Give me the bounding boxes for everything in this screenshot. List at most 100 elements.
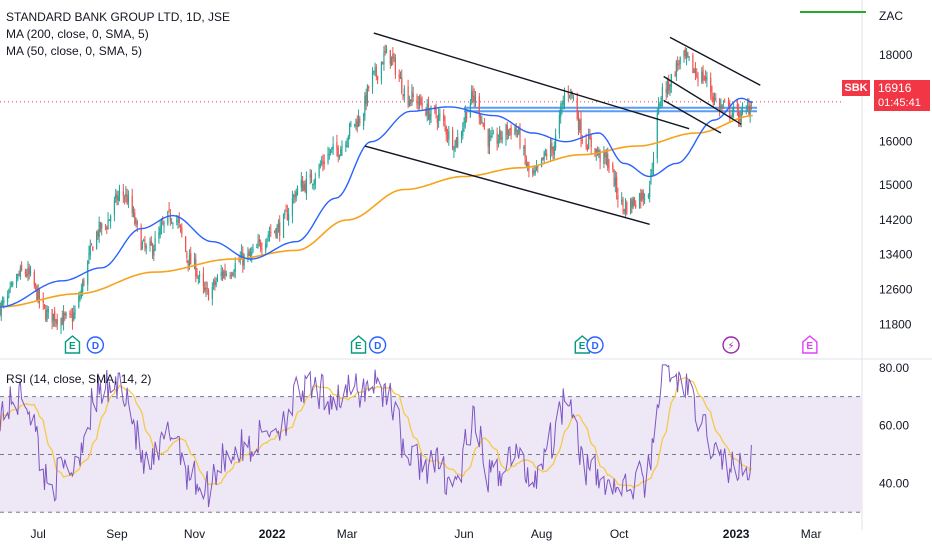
candle-body	[448, 131, 450, 140]
candle-body	[3, 299, 5, 304]
candle-body	[462, 128, 464, 137]
candle-body	[7, 295, 9, 302]
time-axis-tick: Mar	[337, 527, 358, 541]
candle-body	[9, 286, 11, 289]
candle-body	[45, 309, 47, 321]
candle-body	[398, 74, 400, 79]
candle-body	[572, 97, 574, 99]
candle-body	[439, 114, 441, 116]
candle-body	[630, 199, 632, 215]
candle-body	[586, 146, 588, 150]
candle-body	[240, 251, 243, 260]
candle-body	[163, 221, 165, 226]
candle-body	[677, 63, 679, 66]
candle-body	[279, 222, 281, 236]
candle-body	[220, 272, 222, 276]
candle-body	[55, 320, 57, 323]
candle-body	[71, 315, 74, 322]
rsi-band-fill	[0, 396, 862, 513]
candle-body	[190, 253, 192, 265]
candle-body	[719, 99, 721, 111]
candle-body	[247, 253, 249, 258]
candle-body	[232, 273, 234, 275]
rsi-axis-tick: 60.00	[879, 419, 909, 433]
event-marker-label: ⚡	[728, 341, 735, 352]
candle-body	[90, 243, 93, 245]
event-marker-label: E	[69, 341, 76, 352]
symbol-badge[interactable]: SBK	[842, 80, 870, 96]
ma200-legend[interactable]: MA (200, close, 0, SMA, 5)	[6, 27, 149, 41]
candle-body	[107, 219, 109, 230]
candle-body	[599, 151, 601, 162]
candle-body	[649, 185, 651, 198]
candle-body	[384, 51, 386, 53]
candle-body	[206, 288, 208, 290]
dividend-event-icon	[86, 336, 105, 354]
candle-body	[267, 234, 269, 238]
candle-body	[168, 209, 170, 211]
candle-body	[626, 202, 628, 214]
zac-compare-label[interactable]: ZAC	[879, 9, 903, 23]
candle-body	[465, 112, 468, 119]
candle-body	[420, 98, 422, 104]
candle-body	[118, 191, 121, 194]
candle-body	[647, 195, 650, 198]
candle-body	[635, 204, 637, 208]
candle-body	[596, 150, 599, 154]
candle-body	[159, 227, 161, 235]
candle-body	[570, 88, 572, 94]
candle-body	[712, 96, 714, 102]
chart-title: STANDARD BANK GROUP LTD, 1D, JSE	[6, 10, 231, 24]
time-axis-tick: Oct	[610, 527, 629, 541]
rsi-legend[interactable]: RSI (14, close, SMA, 14, 2)	[6, 372, 152, 386]
candle-body	[473, 95, 475, 102]
split-event-icon	[722, 336, 740, 354]
candle-body	[418, 96, 421, 106]
candle-body	[24, 271, 27, 274]
candle-body	[322, 160, 324, 164]
candle-body	[113, 200, 116, 215]
candle-body	[669, 86, 671, 92]
candle-body	[399, 78, 402, 80]
candle-body	[199, 274, 201, 277]
candle-body	[88, 252, 90, 259]
candle-body	[374, 68, 376, 70]
price-axis-tick: 16000	[879, 135, 913, 149]
candle-body	[243, 255, 245, 266]
candle-body	[519, 129, 521, 148]
time-axis-tick: 2023	[723, 527, 750, 541]
candle-body	[47, 308, 49, 312]
candle-body	[656, 113, 658, 159]
candle-body	[216, 276, 219, 281]
candle-body	[694, 68, 697, 74]
candle-body	[132, 211, 135, 214]
candle-body	[19, 267, 21, 278]
candle-body	[727, 100, 730, 105]
bar-countdown: 01:45:41	[874, 96, 930, 111]
candle-body	[97, 231, 99, 237]
candle-body	[499, 129, 501, 140]
rsi-line	[0, 364, 752, 508]
candle-body	[350, 124, 352, 126]
candle-body	[661, 87, 663, 101]
event-marker-label: D	[374, 341, 381, 352]
candle-body	[705, 77, 707, 80]
candle-body	[660, 98, 662, 107]
candle-body	[347, 136, 349, 141]
candle-body	[685, 52, 688, 58]
candle-body	[266, 238, 268, 245]
ma50-legend[interactable]: MA (50, close, 0, SMA, 5)	[6, 44, 143, 58]
candle-body	[286, 210, 288, 220]
candle-body	[341, 146, 343, 150]
candle-body	[739, 119, 741, 121]
candle-body	[313, 182, 315, 186]
candle-body	[544, 153, 547, 155]
candle-body	[145, 245, 147, 249]
candle-body	[675, 61, 677, 76]
candle-body	[224, 270, 226, 275]
candle-body	[390, 56, 393, 66]
candle-body	[507, 130, 510, 136]
candle-body	[701, 71, 703, 83]
candle-body	[92, 246, 94, 251]
